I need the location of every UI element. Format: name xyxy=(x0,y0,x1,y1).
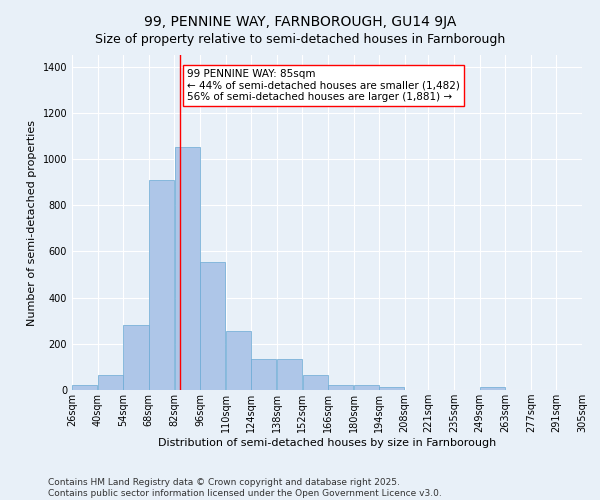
Bar xyxy=(328,386,353,390)
Bar xyxy=(175,148,200,390)
Bar xyxy=(98,375,123,390)
Bar xyxy=(200,262,225,390)
Bar xyxy=(72,386,97,390)
Bar xyxy=(226,331,251,390)
Text: Contains HM Land Registry data © Crown copyright and database right 2025.
Contai: Contains HM Land Registry data © Crown c… xyxy=(48,478,442,498)
Text: 99 PENNINE WAY: 85sqm
← 44% of semi-detached houses are smaller (1,482)
56% of s: 99 PENNINE WAY: 85sqm ← 44% of semi-deta… xyxy=(187,69,460,102)
Y-axis label: Number of semi-detached properties: Number of semi-detached properties xyxy=(27,120,37,326)
Bar xyxy=(354,386,379,390)
Bar xyxy=(379,387,404,390)
Bar xyxy=(149,180,174,390)
Bar xyxy=(124,326,149,390)
Bar xyxy=(277,359,302,390)
Bar xyxy=(302,375,328,390)
X-axis label: Distribution of semi-detached houses by size in Farnborough: Distribution of semi-detached houses by … xyxy=(158,438,496,448)
Text: Size of property relative to semi-detached houses in Farnborough: Size of property relative to semi-detach… xyxy=(95,32,505,46)
Bar xyxy=(480,387,505,390)
Text: 99, PENNINE WAY, FARNBOROUGH, GU14 9JA: 99, PENNINE WAY, FARNBOROUGH, GU14 9JA xyxy=(144,15,456,29)
Bar xyxy=(251,359,277,390)
